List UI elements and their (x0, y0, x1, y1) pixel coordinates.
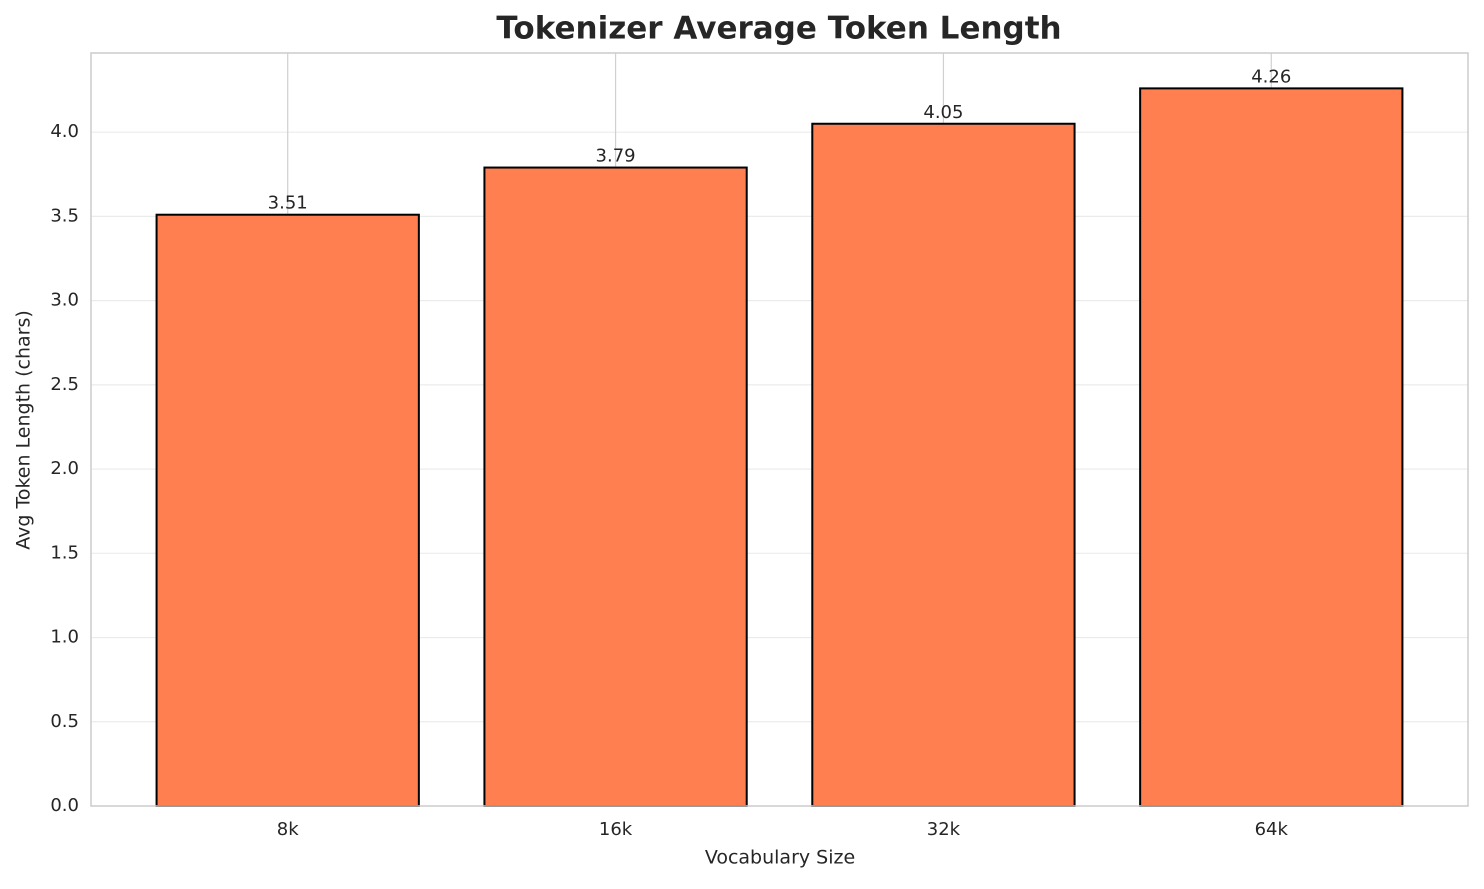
x-tick-label: 64k (1255, 819, 1289, 840)
bar (155, 213, 420, 807)
value-label: 3.79 (596, 146, 636, 167)
y-tick-label: 4.0 (50, 121, 79, 142)
x-tick-label: 8k (277, 819, 299, 840)
value-label: 4.26 (1251, 66, 1291, 87)
chart-title: Tokenizer Average Token Length (496, 11, 1061, 47)
y-tick-label: 2.0 (50, 458, 79, 479)
x-tick-label: 32k (927, 819, 961, 840)
bar (811, 122, 1076, 808)
y-axis-label: Avg Token Length (chars) (13, 310, 35, 550)
plot-frame (90, 52, 1469, 807)
y-tick-label: 1.0 (50, 627, 79, 648)
y-tick-label: 0.5 (50, 711, 79, 732)
y-tick-label: 1.5 (50, 542, 79, 563)
y-tick-label: 3.5 (50, 205, 79, 226)
bar (1139, 87, 1404, 807)
x-axis-label: Vocabulary Size (705, 847, 855, 869)
value-label: 3.51 (268, 193, 308, 214)
y-tick-label: 0.0 (50, 795, 79, 816)
value-label: 4.05 (923, 102, 963, 123)
y-tick-label: 2.5 (50, 374, 79, 395)
x-tick-label: 16k (599, 819, 633, 840)
y-tick-label: 3.0 (50, 290, 79, 311)
bar (483, 166, 748, 807)
